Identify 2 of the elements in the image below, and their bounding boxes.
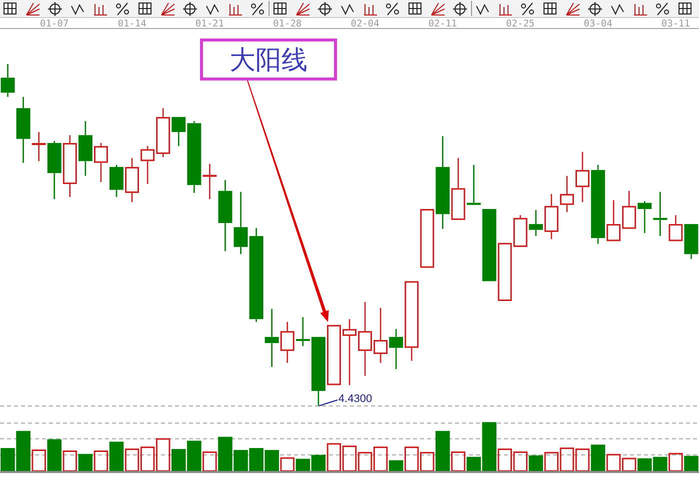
annotation: 4.4300: [338, 393, 372, 405]
annotation: 大阳线: [230, 46, 308, 76]
